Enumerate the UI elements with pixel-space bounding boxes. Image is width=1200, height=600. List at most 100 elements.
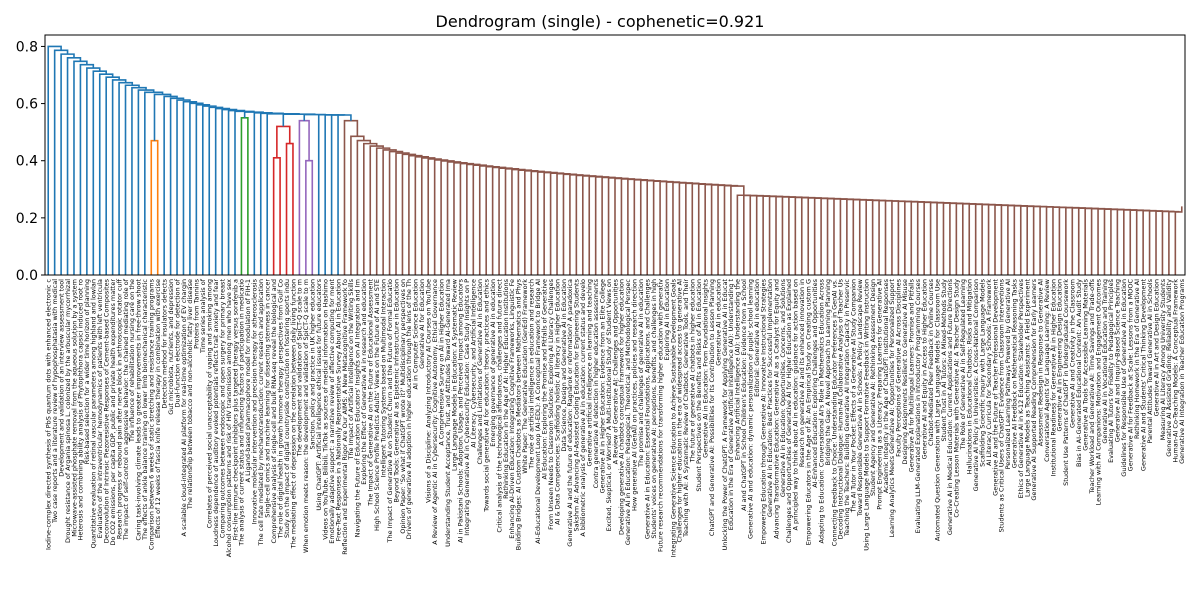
leaf-label: Sanction, policy and practice in UK high… <box>309 279 317 449</box>
leaf-label: Evaluating LLM-Generated Explanations in… <box>914 278 922 533</box>
leaf-label: Rethinking Education in the Age of AI: H… <box>502 278 510 498</box>
leaf-label: Understanding Student Acceptance, Trust,… <box>444 279 452 547</box>
leaf-label: Generative AI in Medical Education: Curr… <box>946 278 954 535</box>
leaf-label: Toward Responsible Generative AI in Scho… <box>856 278 864 517</box>
leaf-label: Loudness dependence of auditory evoked p… <box>212 279 220 547</box>
leaf-label: The Impact of Generative AI on Student C… <box>386 279 394 543</box>
dendrogram-link <box>1058 206 1074 275</box>
leaf-label: Assessment Redesign in Response to Gener… <box>1036 279 1044 446</box>
dendrogram-link <box>478 165 494 275</box>
leaf-label: The impact of self-control on aggressive… <box>122 278 130 541</box>
leaf-label: Gut microbiota, nutrients, and depressio… <box>167 279 175 415</box>
leaf-label: Connecting Feedback to Choice: Understan… <box>830 279 838 546</box>
leaf-label: Ethics of Generative AI in K-12 Educatio… <box>1017 278 1025 498</box>
dendrogram-link <box>800 196 816 275</box>
leaf-label: Generative artificial intelligence on le… <box>586 279 594 467</box>
dendrogram-link <box>60 53 75 275</box>
leaf-label: Generative AI for Feedback at Scale: Les… <box>1127 279 1135 472</box>
leaf-label: Institutional Readiness for Generative A… <box>1049 279 1057 476</box>
leaf-label: Academic Integrity in the Age of ChatGPT… <box>882 278 890 493</box>
leaf-label: A principled way to think about AI in ed… <box>792 279 800 531</box>
leaf-label: AI & Data Competencies: Scaffolding holi… <box>553 279 561 525</box>
leaf-label: Proteins from Tannins <box>193 278 201 348</box>
leaf-label: Editorial: Generative AI in education <box>753 279 761 397</box>
leaf-label: Personalized Learning Pathways Powered b… <box>1004 279 1012 469</box>
leaf-label: Large Language Models in Education: A Sy… <box>450 278 458 471</box>
dendrogram-link <box>420 157 436 275</box>
leaf-label: Generative AI in Education: Pedagogical,… <box>624 279 632 546</box>
leaf-label: Study on the impact of digital countrysi… <box>283 279 291 538</box>
leaf-label: Generative AI in Education: Best Practic… <box>766 279 774 517</box>
dendrogram-link <box>1168 210 1180 275</box>
leaf-label: First-line immune checkpoint inhibitors … <box>231 279 239 540</box>
leaf-label: Generative AI in education <box>714 279 722 366</box>
dendrogram-link <box>511 168 526 275</box>
leaf-label: Designing Assignments Resilient to Gener… <box>901 279 909 464</box>
leaf-label: Data Science, Design and Generative AI i… <box>560 279 568 452</box>
leaf-label: Hallucinations in Educational Chatbots: … <box>966 279 974 474</box>
leaf-label: Unlocking the Power of ChatGPT: A Framew… <box>721 279 729 551</box>
dendrogram-link <box>298 119 310 275</box>
dendrogram-link <box>266 113 300 275</box>
leaf-label: Generative AI in Vocational Education an… <box>1101 279 1109 444</box>
leaf-label: Time series analysis of <box>199 278 207 354</box>
y-tick-label: 0.2 <box>16 211 38 227</box>
leaf-label: Generative AI in Higher Education: Evide… <box>598 279 606 493</box>
leaf-label: Two case reports and a literature review… <box>51 279 59 524</box>
leaf-label: Drivers of generative AI adoption in hig… <box>405 279 413 539</box>
leaf-label: Research on generative AI and its enhanc… <box>798 279 806 467</box>
leaf-label: Detection method for insulators defects <box>160 278 168 408</box>
leaf-label: Teacher Workload and Generative AI: Time… <box>1088 278 1096 494</box>
dendrogram-link <box>749 194 764 275</box>
leaf-label: Empowering Education through Generative … <box>759 278 767 544</box>
leaf-label: The role of artificial intelligence in e… <box>528 279 536 470</box>
leaf-label: The mediating effect of depression on th… <box>289 279 297 549</box>
leaf-label: Generative AI Feedback on Mathematical R… <box>1011 278 1019 468</box>
leaf-label: Large Language Models as Teaching Assist… <box>1024 279 1032 497</box>
dendrogram-link <box>305 159 314 275</box>
dendrogram-link <box>221 108 238 275</box>
leaf-label: When emotion meets reason: the developme… <box>302 279 310 553</box>
leaf-label: Generative AI in Education: Essential Fo… <box>644 278 652 539</box>
leaf-label: Parental Attitudes Toward Generative AI … <box>1146 278 1154 443</box>
leaf-label: How generative AI (GenAI) on practices, … <box>631 279 639 511</box>
dendrogram-link <box>356 139 372 275</box>
dendrogram-link <box>240 117 249 275</box>
leaf-label: Student Perspectives on the Benefits and… <box>695 279 703 492</box>
leaf-label: Caring task-involving climate leads to g… <box>135 279 143 541</box>
dendrogram-link <box>47 45 62 275</box>
leaf-label: From Unseen Needs to Classroom Solutions… <box>547 278 555 529</box>
leaf-label: Drought resistance of Argania spinosa L.… <box>64 279 72 543</box>
dendrogram-link <box>1065 206 1080 275</box>
dendrogram-link <box>858 199 874 275</box>
leaf-label: Evaluation of the intraventricular hemod… <box>96 279 104 538</box>
chart-title: Dendrogram (single) - cophenetic=0.921 <box>435 12 765 31</box>
dendrogram-link <box>1071 207 1086 275</box>
dendrogram-link <box>524 169 539 275</box>
leaf-label: Single-cell omics and machine learning f… <box>264 279 272 518</box>
leaf-label: Generative AI Integration in Teacher Edu… <box>1178 278 1186 464</box>
leaf-label: ChatGPT and Generative AI: Possibilities… <box>708 279 716 536</box>
leaf-label: Towards social generative AI for educati… <box>482 278 490 512</box>
y-axis: 0.0 0.2 0.4 0.6 0.8 <box>16 39 45 284</box>
leaf-label: Student Use Patterns of ChatGPT in Under… <box>1062 279 1070 486</box>
dendrogram-link <box>253 111 273 275</box>
leaf-label: Scaffolding Scientific Inquiry with Larg… <box>978 278 986 466</box>
leaf-label: Guidelines for Responsible Use of Genera… <box>1120 279 1128 477</box>
leaf-label: Generative AI for Education <box>418 279 426 369</box>
dendrogram-link <box>363 142 378 275</box>
leaf-label: The Impact of Generative AI on the Futur… <box>367 279 375 507</box>
leaf-label: Intelligent Tutoring Systems based on Mu… <box>379 279 387 477</box>
leaf-label: Development and validation of an intervi… <box>57 279 65 477</box>
leaf-label: Generative AI and Students' Critical Thi… <box>1139 279 1147 472</box>
leaf-label: Student Trust in AI Tutors: A Mixed-Meth… <box>940 279 948 442</box>
leaf-label: The influence of rehabilitation nursing … <box>128 279 136 443</box>
leaf-label: Excited, Skeptical, or Worried? A Multi-… <box>605 279 613 531</box>
leaf-label: Students as Critical Users of ChatGPT: E… <box>998 278 1006 532</box>
leaf-label: Generative AI in Education: Opportunitie… <box>779 278 787 497</box>
leaf-label: Adapting to Education: Conversational AI… <box>817 278 825 543</box>
leaf-label: Do CO2 emissions, per capita GDP, public… <box>109 279 117 546</box>
leaf-label: Free-Text Responses in a Nationally Repr… <box>334 279 342 541</box>
dendrogram-link <box>272 157 281 275</box>
